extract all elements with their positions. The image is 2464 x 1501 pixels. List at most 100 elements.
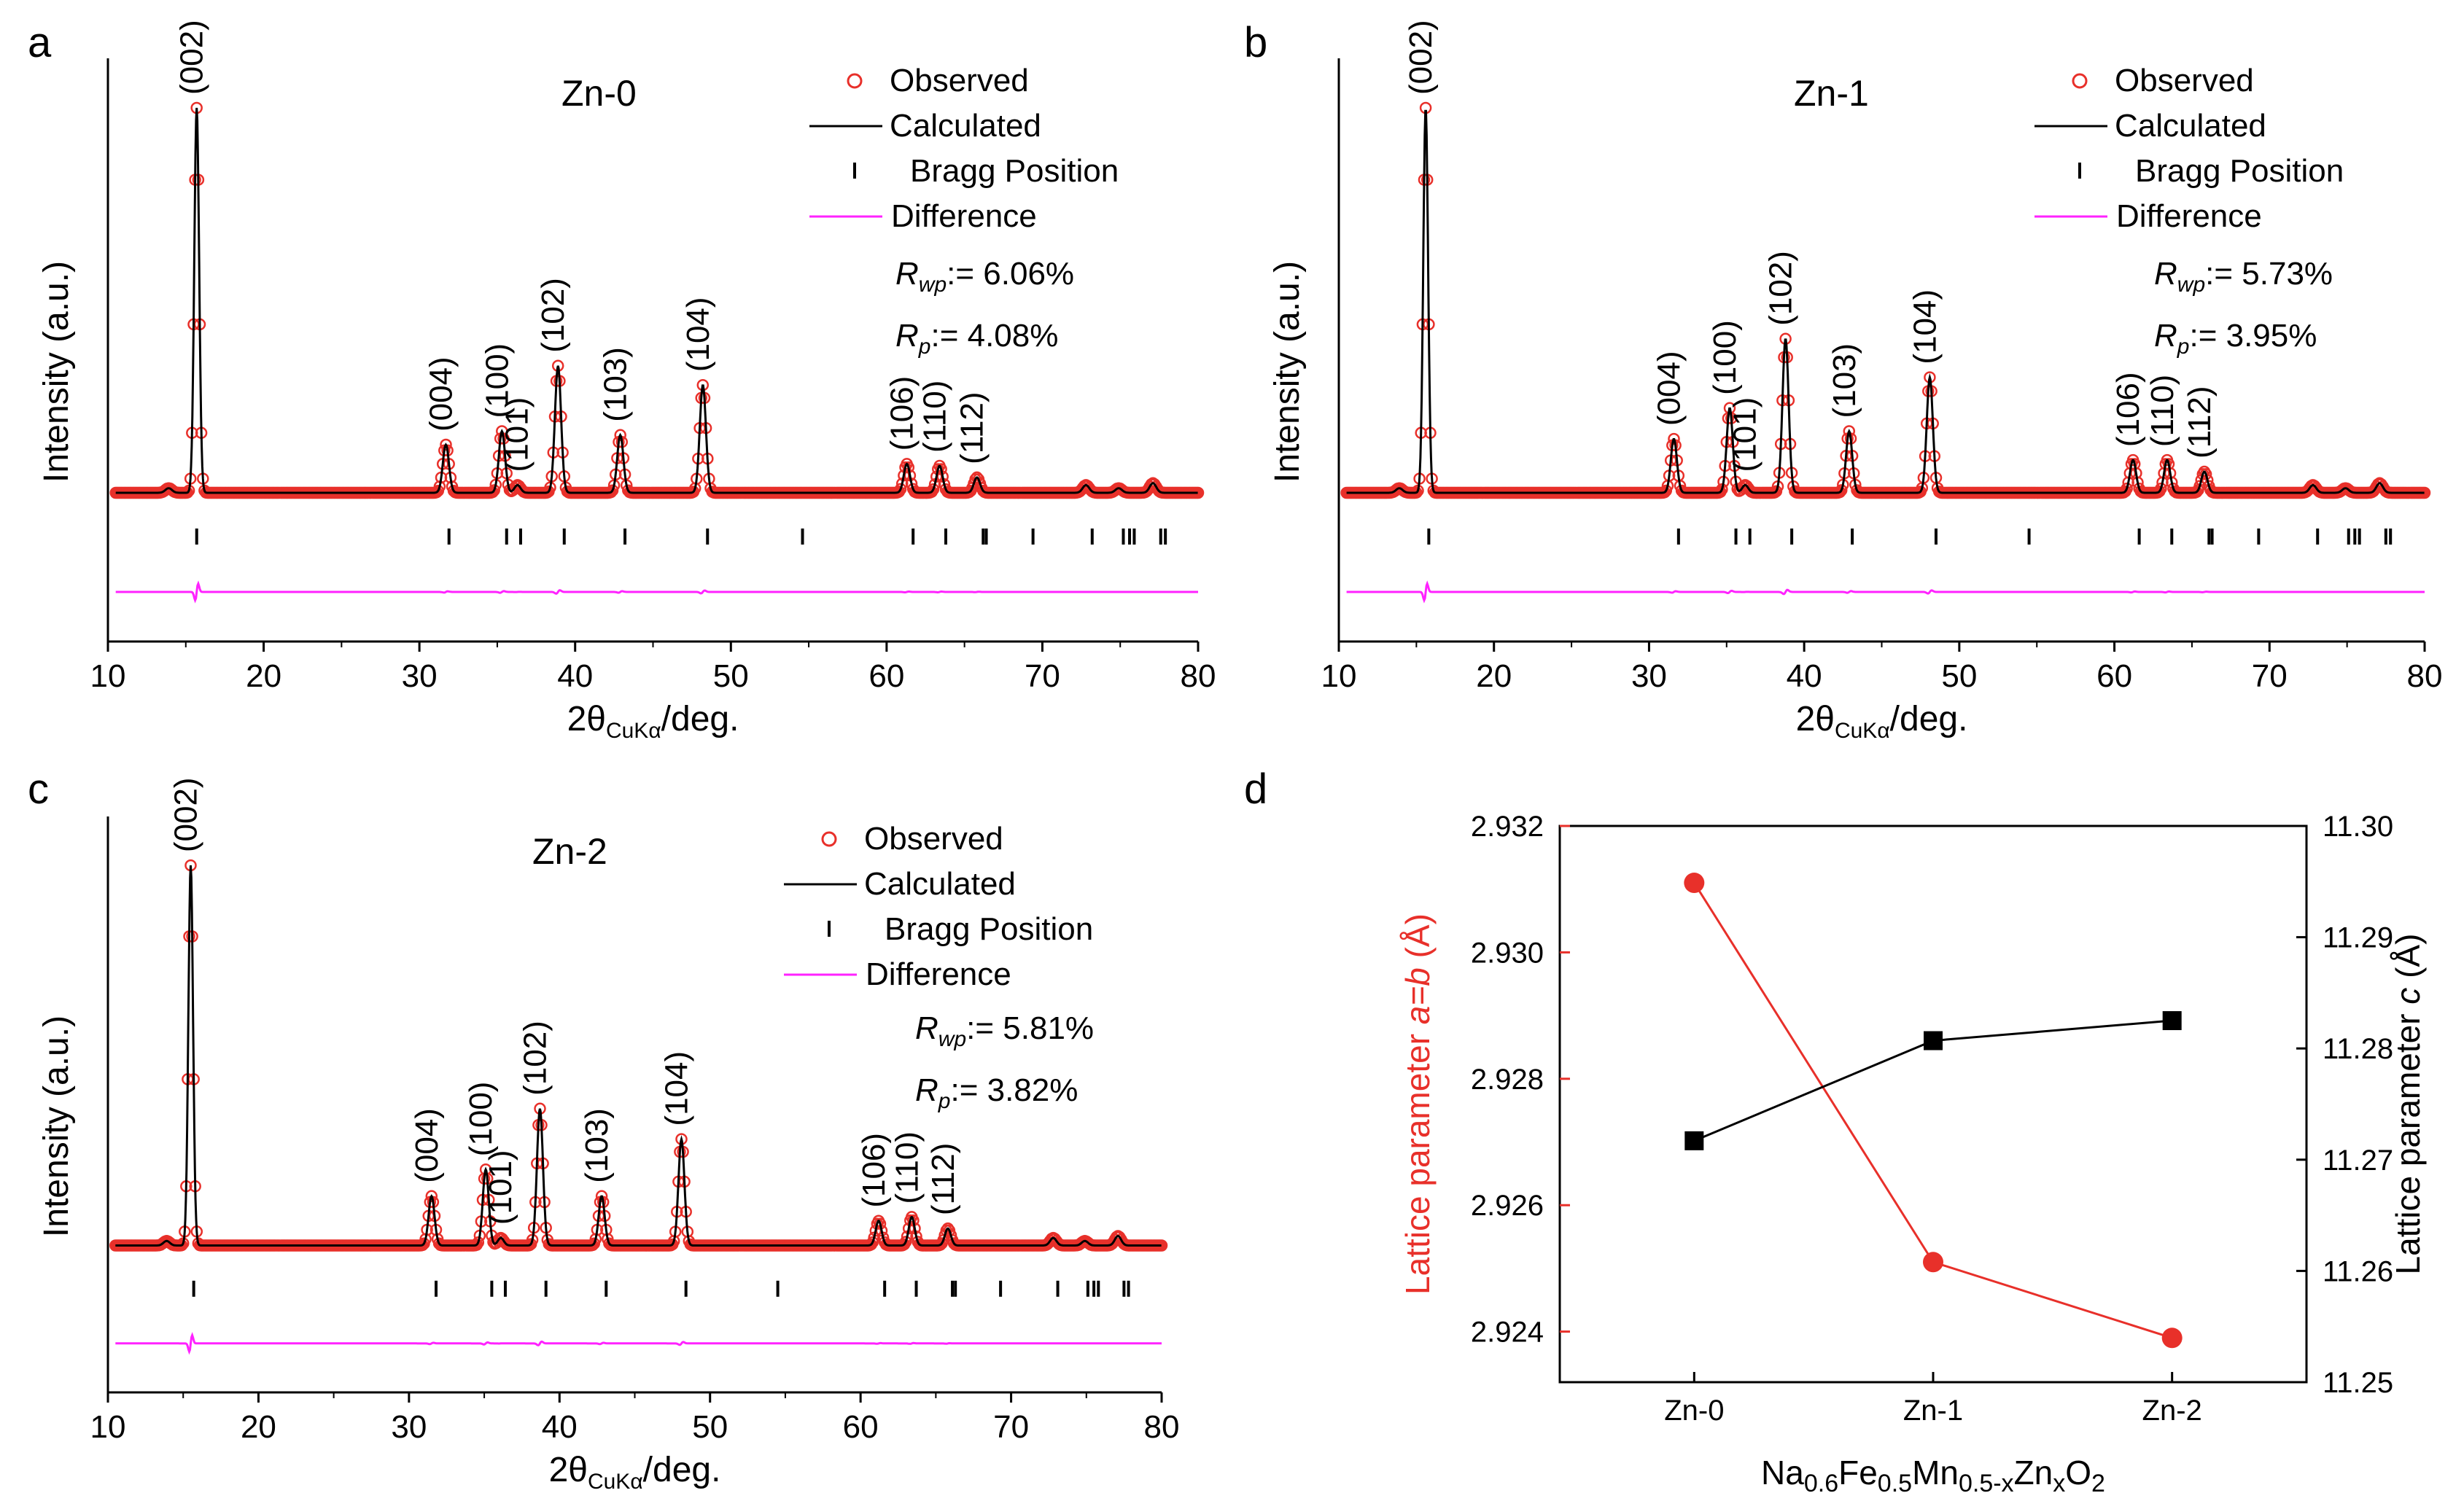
left-y-label-pre: Lattice parameter (1399, 1024, 1437, 1295)
r-p-letter: R (915, 1072, 938, 1108)
observed-point (496, 425, 508, 437)
right-y-axis-label: Lattice parameter c (Å) (2389, 934, 2427, 1275)
x-label-main: 2θ (567, 700, 606, 738)
hkl-label-1: (004) (409, 1108, 445, 1183)
x-axis-label: Na0.6Fe0.5Mn0.5-xZnxO2 (1761, 1454, 2105, 1497)
lattice-c-point (1684, 1131, 1704, 1150)
left-y-label-unit: (Å) (1399, 913, 1437, 967)
panel-c: c Zn-2 10 20 30 40 50 60 70 80 2θCuKα/deg. Intensit… (28, 765, 1179, 1494)
r-p-text: Rp:= 3.82% (915, 1072, 1078, 1113)
formula-subscript: 0.5-x (1959, 1470, 2014, 1497)
observed-point (425, 1190, 438, 1203)
hkl-label-4: (102) (535, 278, 571, 353)
x-tick-label: 60 (843, 1409, 879, 1445)
x-tick-label: 50 (713, 658, 749, 694)
x-tick-label: 80 (2407, 658, 2443, 694)
legend-calculated-label: Calculated (864, 866, 1016, 902)
lattice-a-point (1684, 873, 1705, 894)
observed-point (488, 484, 500, 496)
legend-observed-marker (821, 831, 837, 847)
hkl-label-5: (103) (1827, 343, 1862, 418)
r-wp-text: Rwp:= 5.81% (915, 1010, 1094, 1051)
right-y-tick-label: 11.30 (2323, 811, 2393, 843)
left-y-axis-label: Lattice parameter a=b (Å) (1399, 913, 1437, 1295)
hkl-label-3: (101) (500, 397, 535, 472)
r-wp-subscript: wp (938, 1027, 966, 1051)
formula-element: Fe (1838, 1454, 1878, 1492)
x-axis-label: 2θCuKα/deg. (1796, 700, 1968, 743)
left-y-label-symbol: a=b (1399, 967, 1437, 1024)
hkl-label-3: (101) (1727, 397, 1763, 472)
observed-point (595, 1190, 608, 1203)
x-label-main: 2θ (1796, 700, 1835, 738)
r-p-text: Rp:= 3.95% (2154, 318, 2317, 359)
r-p-value: := 4.08% (930, 318, 1058, 354)
x-tick-label: 20 (246, 658, 281, 694)
hkl-label-9: (112) (2182, 386, 2218, 459)
x-tick-label: 80 (1144, 1409, 1180, 1445)
panel-letter: b (1244, 19, 1267, 66)
legend: Observed Calculated Bragg Position Differen… (2034, 63, 2344, 234)
x-label-tail: /deg. (643, 1451, 721, 1489)
r-p-value: := 3.82% (950, 1072, 1078, 1108)
formula-subscript: 0.5 (1878, 1470, 1912, 1497)
panel-letter: d (1244, 765, 1267, 813)
hkl-label-9: (112) (955, 391, 990, 464)
right-y-label-pre: Lattice parameter (2389, 1005, 2427, 1275)
formula-subscript: 0.6 (1804, 1470, 1838, 1497)
left-y-tick-label: 2.926 (1471, 1190, 1544, 1222)
hkl-label-6: (104) (680, 297, 716, 372)
right-y-label-symbol: c (2389, 988, 2427, 1005)
hkl-label-3: (101) (483, 1150, 518, 1225)
hkl-label-8: (110) (917, 381, 952, 453)
hkl-label-5: (103) (579, 1108, 615, 1183)
x-tick-label: 40 (1787, 658, 1822, 694)
x-tick-label: 20 (1476, 658, 1512, 694)
calculated-line (115, 107, 1198, 494)
x-label-subscript: CuKα (588, 1470, 643, 1494)
hkl-label-7: (106) (856, 1133, 892, 1208)
y-axis-label: Intensity (a.u.) (37, 261, 76, 483)
x-tick-label: 10 (1321, 658, 1357, 694)
calculated-line (1346, 109, 2425, 494)
hkl-label-2: (100) (1707, 320, 1743, 395)
observed-point (606, 484, 619, 496)
legend-observed-marker (847, 73, 863, 89)
bragg-series (192, 1280, 1130, 1297)
difference-line (115, 580, 1198, 604)
panel-a: a Zn-0 10 20 30 40 50 60 70 80 2θCuKα/deg. Intensit… (28, 19, 1216, 743)
sample-title: Zn-0 (561, 73, 637, 114)
r-wp-subscript: wp (919, 273, 947, 297)
difference-line (115, 1332, 1162, 1355)
observed-point (1843, 425, 1856, 437)
x-axis-label: 2θCuKα/deg. (549, 1451, 721, 1494)
observed-point (440, 438, 452, 451)
hkl-label-2: (100) (479, 343, 515, 418)
x-axis-label: 2θCuKα/deg. (567, 700, 739, 743)
observed-point (899, 1236, 912, 1248)
legend-calculated-label: Calculated (2115, 108, 2266, 144)
formula-subscript: x (2053, 1470, 2065, 1497)
bragg-series (1427, 529, 2393, 545)
x-tick-label: 60 (868, 658, 904, 694)
left-y-tick-label: 2.924 (1471, 1317, 1544, 1349)
legend-bragg-label: Bragg Position (910, 153, 1119, 189)
formula-element: Na (1761, 1454, 1804, 1492)
r-wp-text: Rwp:= 6.06% (895, 256, 1074, 297)
right-y-tick-label: 11.29 (2323, 922, 2393, 954)
x-tick-label: 10 (90, 658, 126, 694)
r-p-subscript: p (2177, 335, 2190, 359)
x-category-label: Zn-0 (1664, 1395, 1724, 1427)
lattice-a-point (1923, 1252, 1943, 1273)
observed-point (868, 1231, 880, 1244)
r-p-value: := 3.95% (2189, 318, 2317, 354)
left-y-tick-label: 2.928 (1471, 1064, 1544, 1096)
x-label-tail: /deg. (1890, 700, 1968, 738)
observed-point (2199, 468, 2212, 480)
panel-d: d 2.924 2.926 2.928 2.930 2.932 11.25 11.26 11.2… (1244, 765, 2427, 1497)
observed-point (1716, 483, 1728, 496)
x-tick-label: 30 (1631, 658, 1667, 694)
x-tick-label: 30 (391, 1409, 427, 1445)
hkl-label-0: (002) (168, 777, 204, 852)
r-p-subscript: p (938, 1089, 951, 1113)
